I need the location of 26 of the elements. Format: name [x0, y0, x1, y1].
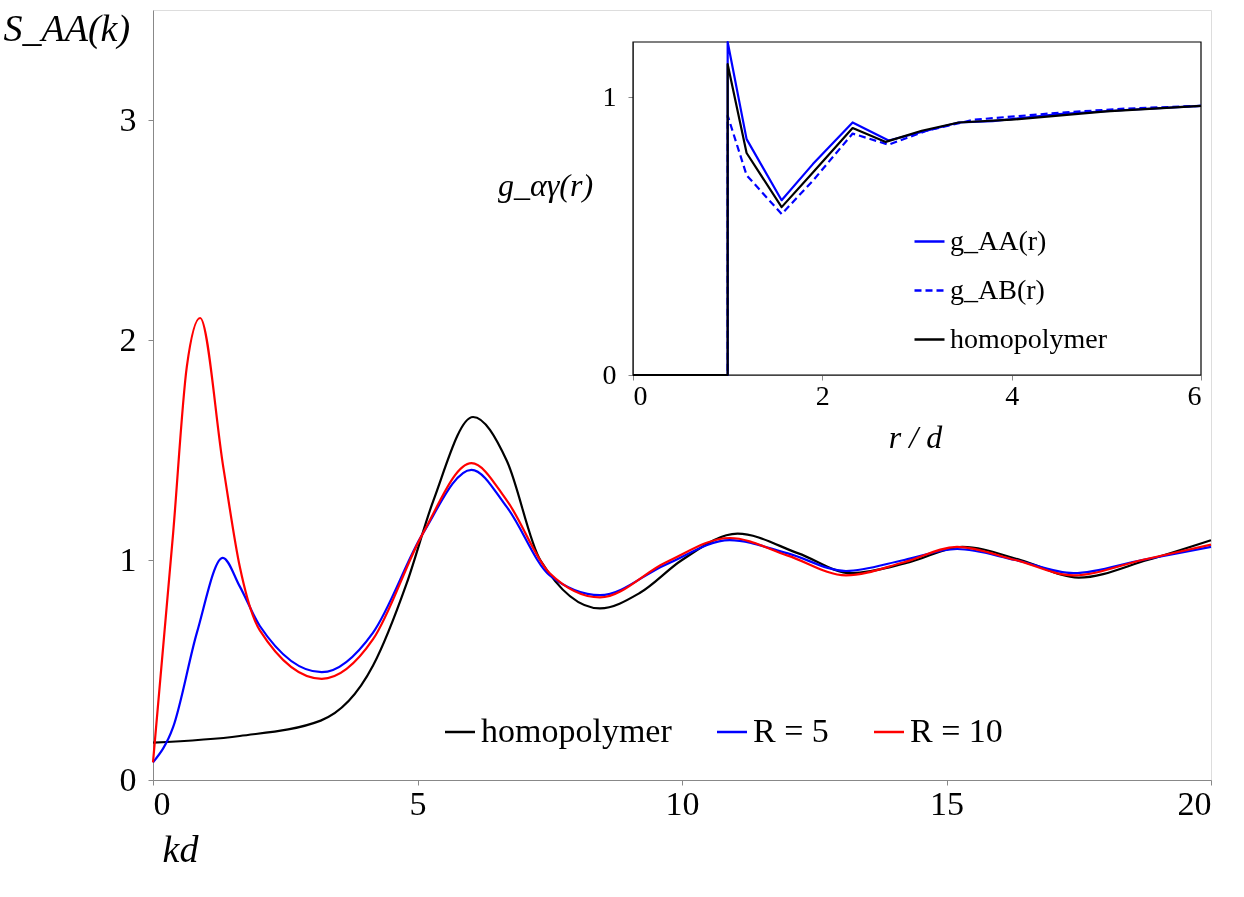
- y-axis-title: g_αγ(r): [497, 166, 594, 203]
- y-tick-label: 3: [119, 100, 137, 138]
- legend-label: R = 5: [753, 712, 829, 749]
- legend-label: g_AA(r): [950, 224, 1047, 256]
- x-tick-label: 15: [930, 784, 964, 822]
- x-axis-title: kd: [162, 827, 200, 870]
- y-tick-label: 1: [119, 540, 137, 578]
- x-tick-label: 4: [1005, 379, 1020, 411]
- x-tick-label: 10: [665, 784, 700, 822]
- y-tick-label: 2: [119, 320, 137, 358]
- x-axis-title: r / d: [888, 418, 944, 455]
- legend-label: homopolymer: [481, 712, 673, 749]
- y-tick-label: 0: [119, 760, 137, 798]
- y-axis-title: S_AA(k): [3, 6, 131, 50]
- line-series: [151, 468, 1213, 764]
- x-tick-label: 0: [153, 784, 171, 822]
- line-series: [151, 316, 1213, 764]
- x-tick-label: 5: [409, 784, 427, 822]
- x-tick-label: 2: [815, 379, 830, 411]
- x-tick-label: 20: [1177, 784, 1212, 822]
- legend-label: R = 10: [910, 712, 1003, 749]
- x-tick-label: 0: [633, 379, 648, 411]
- y-tick-label: 1: [602, 81, 617, 112]
- legend-label: homopolymer: [950, 322, 1108, 354]
- x-tick-label: 6: [1187, 379, 1202, 411]
- legend-label: g_AB(r): [950, 273, 1045, 305]
